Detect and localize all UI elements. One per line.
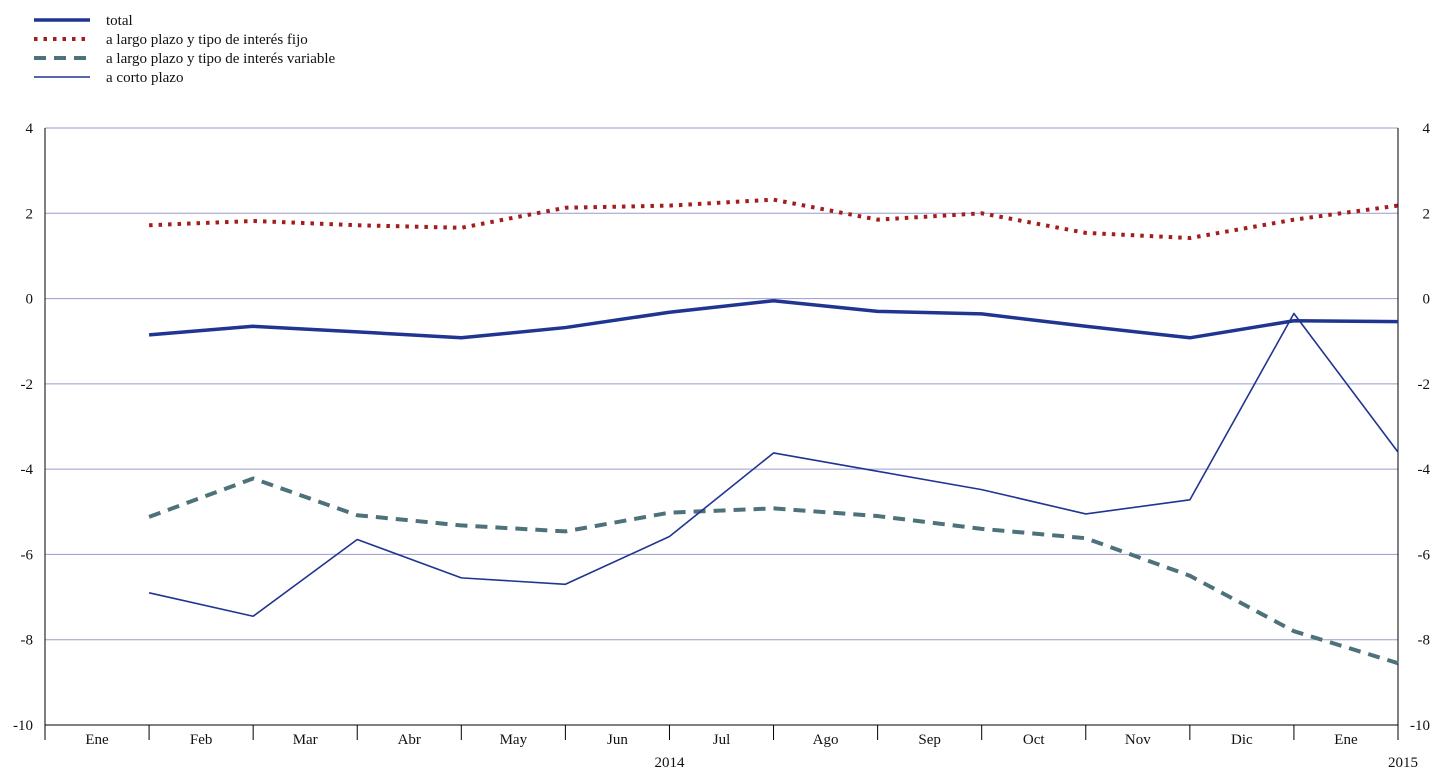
month-label-10: Oct — [1023, 732, 1045, 748]
month-label-7: Jul — [713, 732, 731, 748]
month-label-6: Jun — [607, 732, 628, 748]
legend: total a largo plazo y tipo de interés fij… — [34, 13, 336, 86]
y-tick-right-1: 4 — [1423, 121, 1431, 137]
month-label-2: Feb — [190, 732, 213, 748]
y-tick-right-7: -8 — [1418, 633, 1431, 649]
legend-label-2: a largo plazo y tipo de interés fijo — [106, 32, 308, 48]
month-label-13: Ene — [1334, 732, 1358, 748]
x-axis: Ene Feb Mar Abr May Jun Jul Ago Sep Oct Nov Dic Ene 2… — [44, 724, 1418, 769]
month-label-11: Nov — [1125, 732, 1151, 748]
month-label-1: Ene — [85, 732, 109, 748]
y-tick-left-8: -10 — [13, 718, 33, 734]
series-line-1 — [148, 298, 1399, 340]
month-label-4: Abr — [398, 732, 421, 748]
y-tick-right-3: 0 — [1423, 292, 1431, 308]
grid-lines — [45, 127, 1398, 726]
legend-label-4: a corto plazo — [106, 70, 183, 86]
plot-frame — [44, 128, 1399, 725]
month-label-8: Ago — [813, 732, 839, 748]
legend-label-1: total — [106, 13, 133, 29]
year-label-2015: 2015 — [1388, 755, 1418, 769]
y-tick-right-8: -10 — [1410, 718, 1430, 734]
y-tick-left-5: -4 — [21, 462, 34, 478]
y-tick-right-5: -4 — [1418, 462, 1431, 478]
month-label-9: Sep — [918, 732, 941, 748]
year-label-2014: 2014 — [654, 755, 685, 769]
y-tick-left-7: -8 — [21, 633, 34, 649]
legend-label-3: a largo plazo y tipo de interés variable — [106, 51, 336, 67]
month-label-12: Dic — [1231, 732, 1253, 748]
y-tick-right-6: -6 — [1418, 547, 1431, 563]
y-tick-left-2: 2 — [26, 206, 34, 222]
y-axis-right: 4 2 0 -2 -4 -6 -8 -10 — [1410, 121, 1431, 734]
month-label-3: Mar — [293, 732, 318, 748]
series-line-2 — [148, 197, 1399, 241]
series-line-4 — [148, 312, 1399, 618]
y-tick-left-6: -6 — [21, 547, 34, 563]
y-axis-left: 4 2 0 -2 -4 -6 -8 -10 — [13, 121, 34, 734]
y-tick-left-3: 0 — [26, 292, 34, 308]
series-lines — [148, 197, 1399, 666]
series-line-3 — [148, 476, 1399, 666]
y-tick-left-4: -2 — [21, 377, 34, 393]
month-label-5: May — [500, 732, 528, 748]
y-tick-left-1: 4 — [26, 121, 34, 137]
y-tick-right-2: 2 — [1423, 206, 1431, 222]
y-tick-right-4: -2 — [1418, 377, 1431, 393]
